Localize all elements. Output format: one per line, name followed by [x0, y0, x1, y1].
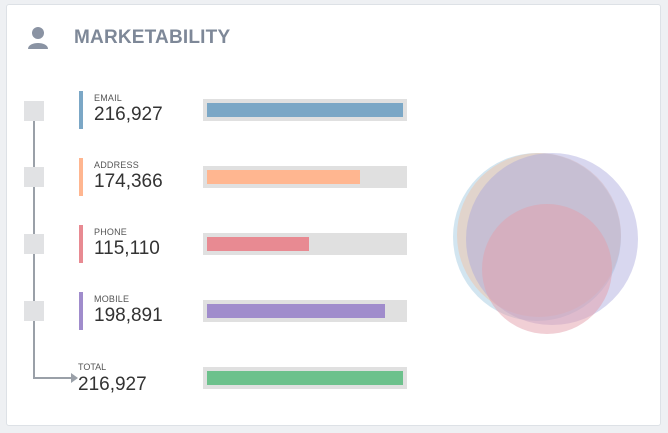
address-bar-fill [207, 170, 360, 184]
tree-node-email [24, 101, 44, 121]
mobile-value: 198,891 [94, 305, 163, 326]
mobile-accent [79, 292, 83, 330]
phone-bar-track [203, 233, 407, 255]
mobile-bar-fill [207, 304, 385, 318]
tree-node-address [24, 167, 44, 187]
card-header: MARKETABILITY [7, 5, 660, 67]
phone-bar-fill [207, 237, 309, 251]
address-accent [79, 158, 83, 196]
address-bar-track [203, 166, 407, 188]
total-value: 216,927 [78, 374, 147, 395]
address-label: ADDRESS [94, 160, 139, 170]
marketability-card: MARKETABILITY EMAIL 216,927 ADDRESS 174,… [6, 4, 661, 426]
email-bar-fill [207, 103, 403, 117]
email-bar-track [203, 99, 407, 121]
tree-connector-elbow [33, 377, 75, 379]
mobile-bar-track [203, 300, 407, 322]
tree-node-mobile [24, 301, 44, 321]
mobile-label: MOBILE [94, 294, 130, 304]
phone-label: PHONE [94, 227, 128, 237]
email-value: 216,927 [94, 104, 163, 125]
phone-accent [79, 225, 83, 263]
user-icon [28, 27, 48, 49]
tree-node-phone [24, 234, 44, 254]
total-bar-track [203, 367, 407, 389]
venn-circle-phone [482, 204, 612, 334]
arrow-right-icon [71, 373, 78, 383]
venn-diagram [453, 153, 638, 334]
phone-value: 115,110 [94, 238, 160, 259]
total-bar-fill [207, 371, 403, 385]
card-title: MARKETABILITY [74, 27, 231, 48]
email-label: EMAIL [94, 93, 123, 103]
email-accent [79, 91, 83, 129]
total-label: TOTAL [78, 362, 107, 372]
address-value: 174,366 [94, 171, 163, 192]
